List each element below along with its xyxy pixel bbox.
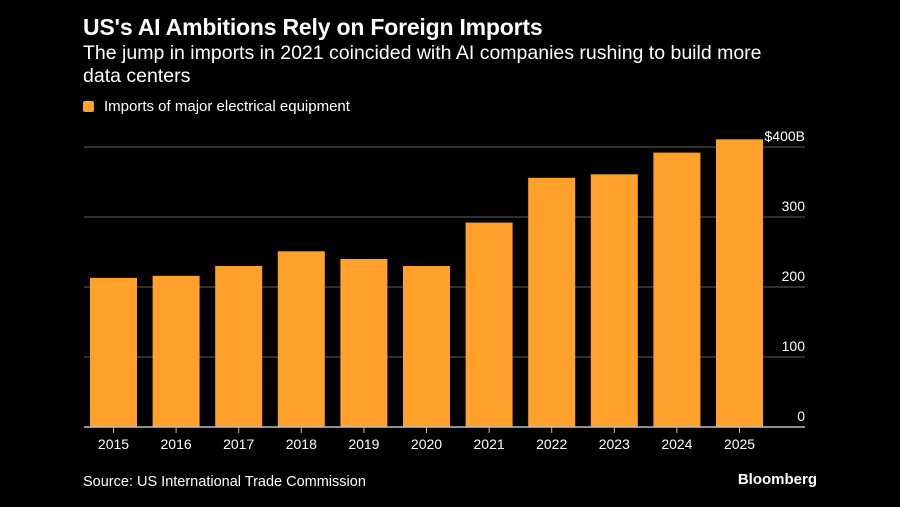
bar-2016 xyxy=(152,275,200,427)
legend: Imports of major electrical equipment xyxy=(83,98,350,115)
x-tick-label: 2015 xyxy=(98,436,129,452)
y-tick-label: $400B xyxy=(765,128,805,144)
source-note: Source: US International Trade Commissio… xyxy=(83,474,366,490)
x-tick-label: 2017 xyxy=(223,436,254,452)
x-tick-label: 2016 xyxy=(161,436,192,452)
bar-2018 xyxy=(277,251,325,427)
x-tick-label: 2018 xyxy=(286,436,317,452)
bar-2024 xyxy=(653,152,701,427)
bar-2023 xyxy=(590,174,638,427)
y-tick-label: 100 xyxy=(782,338,806,354)
bar-2017 xyxy=(215,266,263,427)
legend-swatch xyxy=(83,101,94,112)
bar-2025 xyxy=(716,139,763,428)
y-tick-label: 200 xyxy=(782,268,806,284)
x-tick-label: 2023 xyxy=(599,436,630,452)
bar-2022 xyxy=(528,177,576,427)
x-tick-label: 2019 xyxy=(348,436,379,452)
chart-title: US's AI Ambitions Rely on Foreign Import… xyxy=(83,14,543,40)
x-tick-label: 2022 xyxy=(536,436,567,452)
chart-subtitle: The jump in imports in 2021 coincided wi… xyxy=(83,42,762,87)
x-tick-label: 2024 xyxy=(661,436,692,452)
x-tick-label: 2020 xyxy=(411,436,442,452)
bar-2021 xyxy=(465,222,513,427)
bar-2019 xyxy=(340,259,388,427)
bar-2020 xyxy=(403,266,450,427)
x-tick-label: 2025 xyxy=(724,436,755,452)
x-tick-label: 2021 xyxy=(474,436,505,452)
y-tick-label: 300 xyxy=(782,198,806,214)
bar-2015 xyxy=(90,277,137,427)
y-tick-label: 0 xyxy=(797,408,805,424)
bloomberg-logo: Bloomberg xyxy=(737,471,817,488)
legend-label: Imports of major electrical equipment xyxy=(104,98,350,115)
